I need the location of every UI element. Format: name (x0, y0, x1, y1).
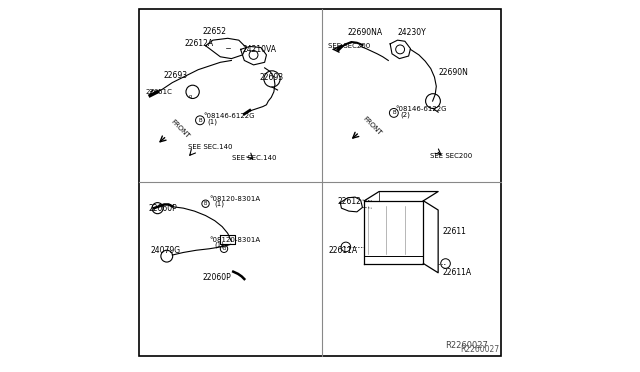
Text: SEE SEC200: SEE SEC200 (430, 153, 472, 158)
Text: SEE SEC.140: SEE SEC.140 (232, 155, 276, 161)
Text: 22611A: 22611A (443, 267, 472, 277)
Text: 22690N: 22690N (438, 68, 468, 77)
Text: 24210VA: 24210VA (242, 45, 276, 54)
Text: o: o (188, 94, 192, 99)
Text: 22652: 22652 (203, 26, 227, 35)
Text: 24079G: 24079G (150, 246, 180, 255)
Text: 22693: 22693 (164, 71, 188, 80)
Text: B: B (222, 246, 226, 251)
Text: B: B (204, 201, 207, 206)
Text: 22612: 22612 (338, 198, 362, 206)
Text: B: B (392, 110, 396, 115)
Text: FRONT: FRONT (362, 115, 383, 136)
Text: 22693: 22693 (260, 73, 284, 82)
Text: R2260027: R2260027 (460, 345, 499, 354)
Text: °08120-8301A: °08120-8301A (209, 237, 260, 243)
Text: 22612A: 22612A (184, 39, 214, 48)
Text: (2): (2) (401, 112, 410, 118)
Text: °08146-6122G: °08146-6122G (396, 106, 447, 112)
Text: 22690NA: 22690NA (348, 28, 383, 37)
Text: 24230Y: 24230Y (397, 28, 426, 37)
Text: SEE SEC.140: SEE SEC.140 (188, 144, 233, 150)
Text: 22611: 22611 (443, 227, 467, 236)
Text: 22060P: 22060P (148, 204, 177, 213)
Text: 22611A: 22611A (328, 246, 357, 255)
Text: (1): (1) (215, 200, 225, 207)
Text: (1): (1) (207, 119, 218, 125)
FancyBboxPatch shape (139, 9, 501, 356)
Text: (1): (1) (215, 242, 225, 248)
Text: 22060P: 22060P (202, 273, 231, 282)
Text: 22651C: 22651C (145, 89, 172, 96)
Text: SEE SEC200: SEE SEC200 (328, 42, 371, 48)
Text: B: B (198, 118, 202, 123)
Text: °08146-6122G: °08146-6122G (204, 113, 255, 119)
Text: °08120-8301A: °08120-8301A (209, 196, 260, 202)
Text: R2260027: R2260027 (445, 341, 488, 350)
Text: FRONT: FRONT (170, 119, 190, 140)
